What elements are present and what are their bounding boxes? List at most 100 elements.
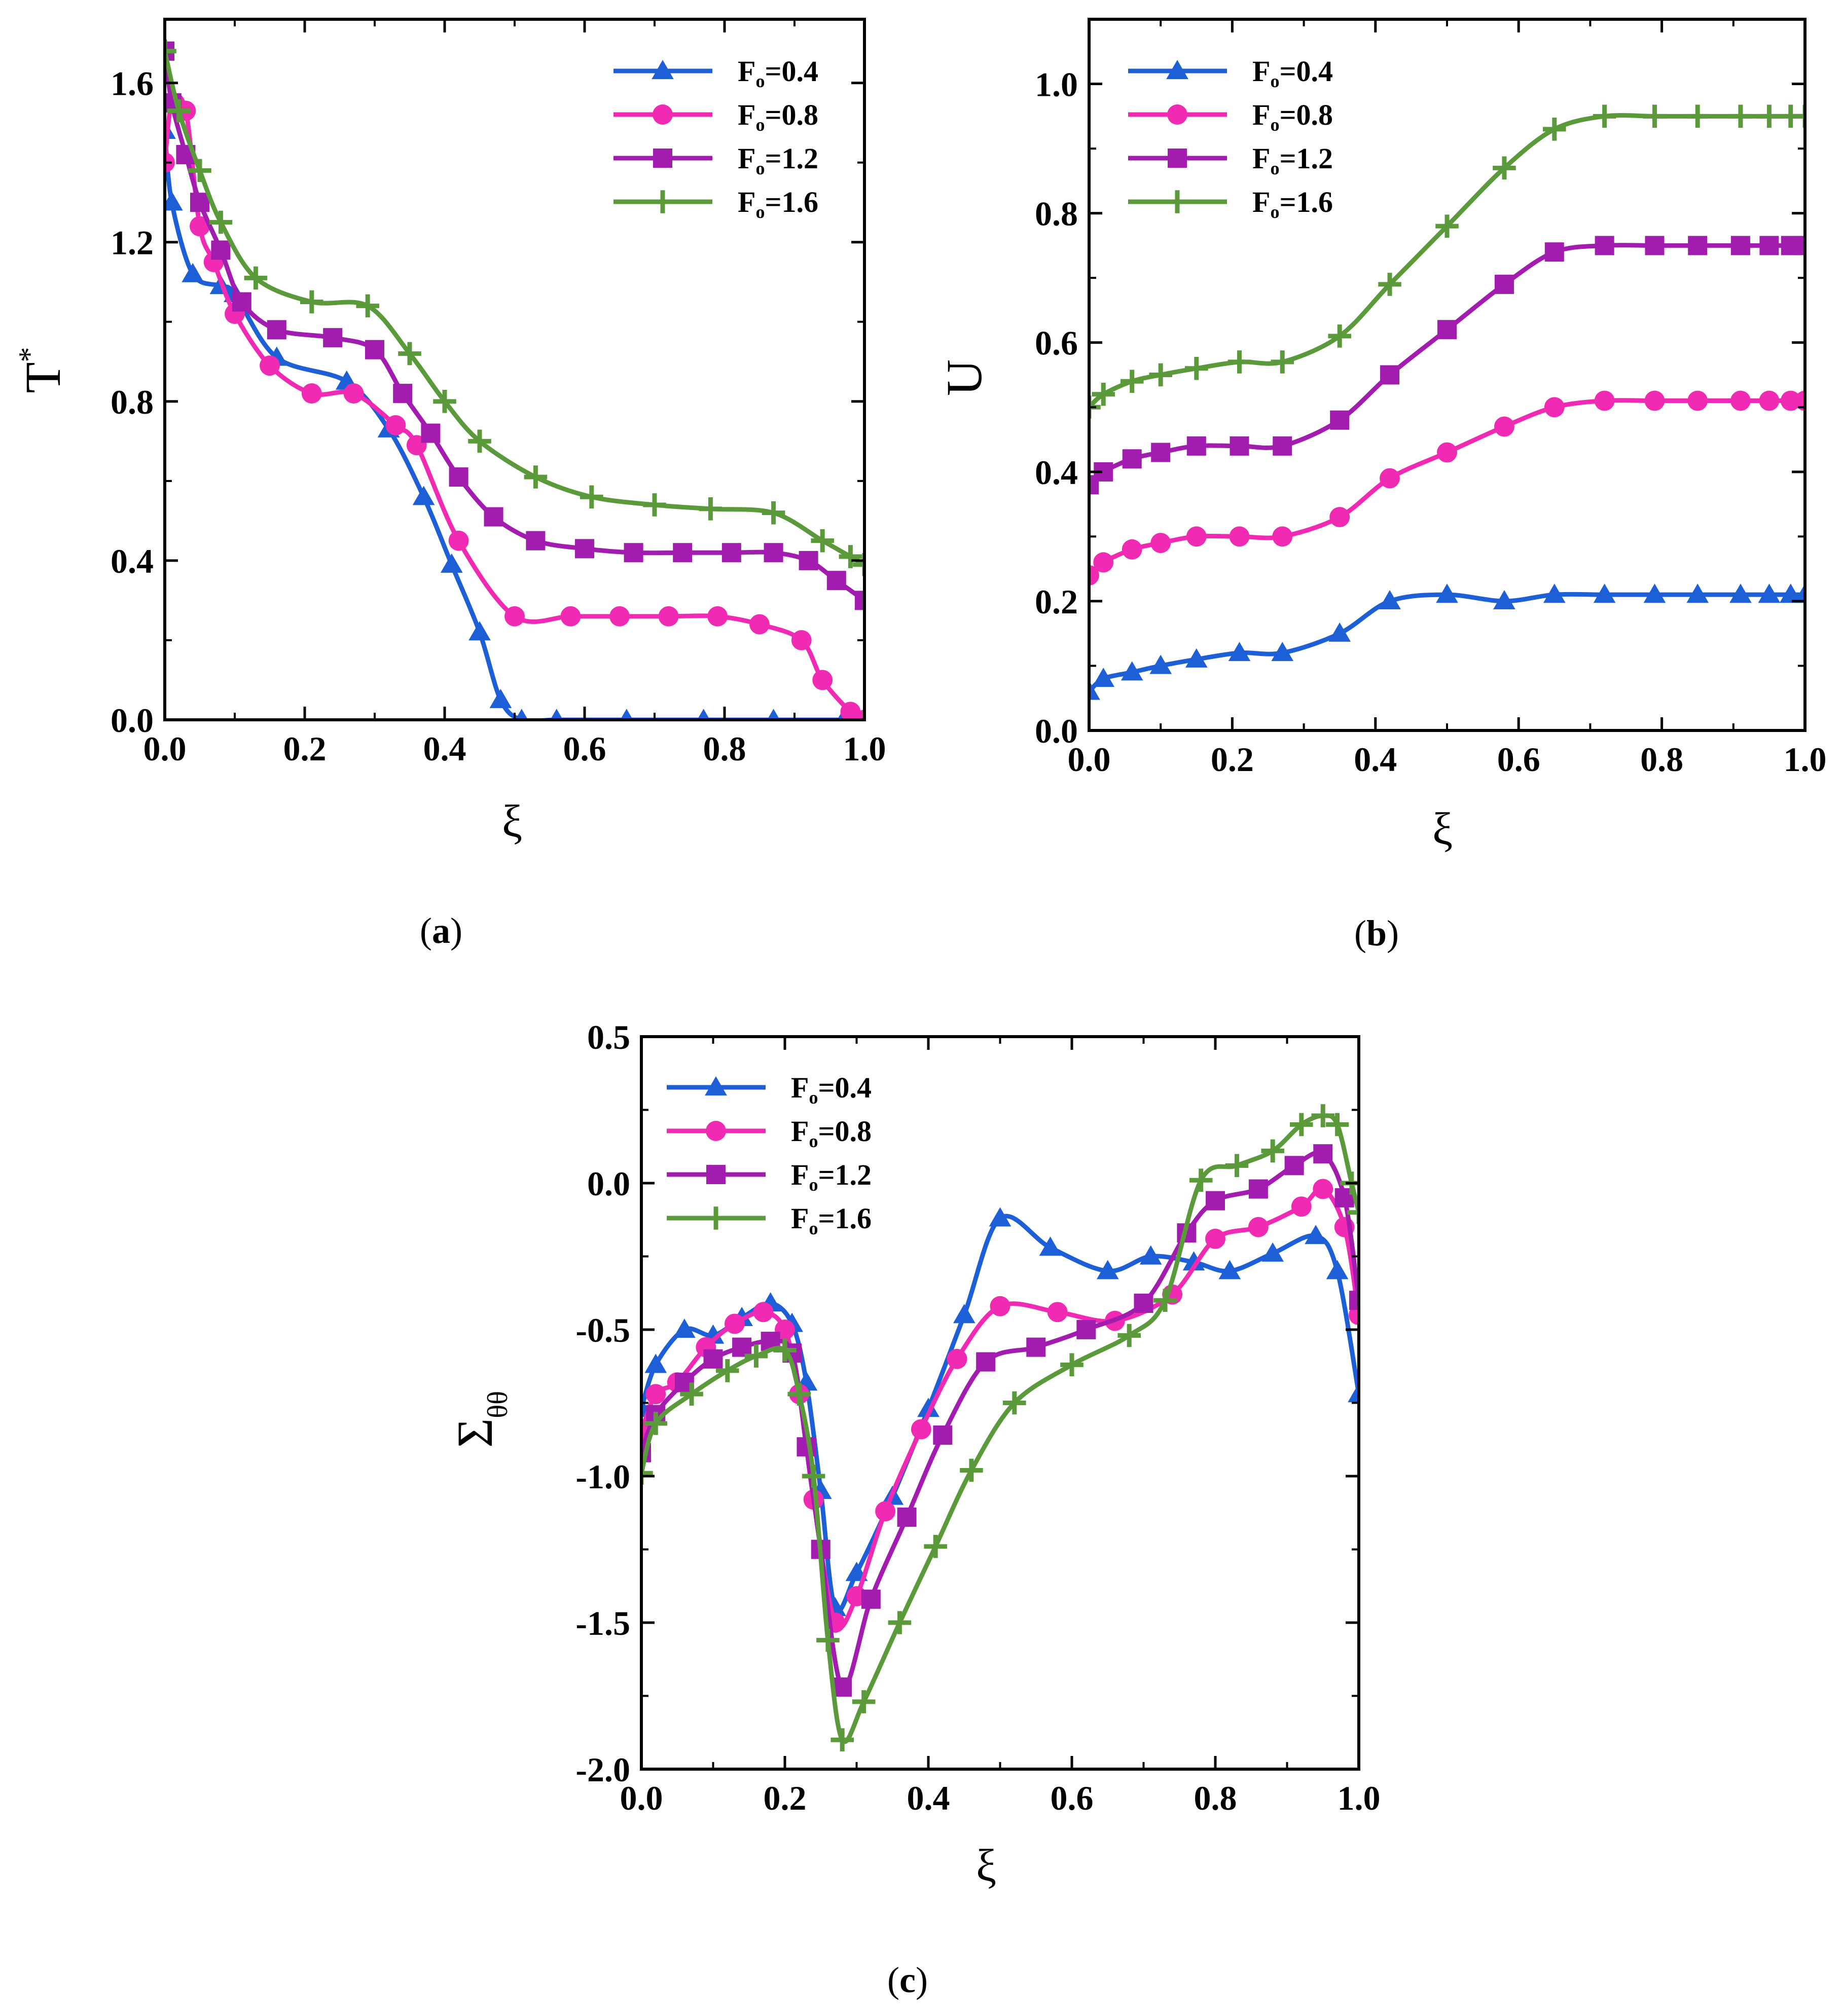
- chart-a-xlabel: ξ: [502, 796, 522, 847]
- chart-c-series-2-point-18: [1206, 1191, 1225, 1211]
- chart-c-series-2-point-3: [703, 1349, 723, 1369]
- chart-b-xtick-label-0: 0.0: [1068, 740, 1111, 779]
- chart-b-series-3-point-13: [1643, 104, 1667, 128]
- chart-c-ylabel-sub: θθ: [482, 1391, 514, 1418]
- chart-a-legend-label-3-f: F: [738, 186, 755, 218]
- chart-c-legend-marker-3: [704, 1206, 728, 1230]
- chart-b-caption: (b): [1354, 913, 1399, 954]
- chart-b-legend-marker-3: [1166, 190, 1189, 213]
- chart-c-series-3-point-23: [1325, 1113, 1349, 1137]
- chart-b-ytick-label-1: 0.2: [1035, 582, 1078, 621]
- chart-a-series-1-point-9: [385, 415, 406, 435]
- chart-c-series-3-point-19: [1225, 1154, 1249, 1178]
- chart-a-series-3-point-0: [165, 40, 176, 63]
- chart-c-xtick-label-3: 0.6: [1051, 1779, 1094, 1817]
- chart-c-series-0-point-17: [1139, 1245, 1162, 1265]
- chart-c-xtick-label-2: 0.4: [907, 1779, 950, 1817]
- chart-a-series-1-point-19: [812, 670, 833, 690]
- chart-a-xtick-label-0: 0.0: [143, 729, 187, 768]
- chart-c-series-3-point-4: [744, 1344, 768, 1368]
- chart-c-legend-label-0-value: =0.4: [818, 1071, 872, 1104]
- chart-b-legend-label-1-value: =0.8: [1279, 98, 1333, 131]
- chart-b-series-1-point-4: [1186, 526, 1207, 547]
- chart-a-series-2-point-8: [365, 340, 384, 359]
- chart-b-series-0-point-12: [1593, 583, 1616, 603]
- chart-b-series-0-point-7: [1328, 622, 1351, 642]
- chart-c-legend-label-1-f: F: [791, 1115, 809, 1148]
- chart-a-series-0-point-12: [515, 709, 528, 720]
- chart-c-series-2-point-16: [1134, 1293, 1153, 1313]
- chart-c-series-3-point-16: [1117, 1324, 1141, 1347]
- chart-a-series-1-point-11: [448, 530, 469, 551]
- chart-b-series-0-point-3: [1149, 654, 1172, 674]
- chart-a-legend-label-1-f: F: [738, 98, 755, 131]
- chart-a-series-3-point-3: [209, 210, 233, 234]
- chart-c-series-3-point-8: [816, 1628, 840, 1652]
- chart-a: 0.0 0.2 0.4 0.6 0.8 1.00.00.40.81.21.6ξT*Fo=0…: [13, 18, 886, 951]
- chart-a-series-2-point-19: [799, 551, 818, 570]
- chart-c-ytick-label-5: 0.5: [587, 1018, 630, 1056]
- chart-c-series-1-point-14: [990, 1296, 1010, 1316]
- chart-c-series-1-point-11: [875, 1501, 896, 1522]
- chart-b-legend-label-2-sub: o: [1270, 158, 1279, 178]
- chart-a-series-2-point-6: [267, 320, 286, 340]
- chart-c-series-3-point-5: [773, 1338, 797, 1362]
- chart-a-legend-marker-2: [653, 149, 672, 168]
- chart-b-legend-label-1-f: F: [1252, 98, 1270, 131]
- chart-b-legend-label-2-f: F: [1252, 142, 1270, 175]
- chart-b-series-2-point-4: [1186, 436, 1206, 456]
- chart-c-legend-label-1: Fo=0.8: [791, 1115, 872, 1151]
- chart-c-series-2-point-15: [1076, 1320, 1096, 1339]
- chart-a-legend-label-0-f: F: [738, 55, 755, 88]
- chart-a-series-0-point-1: [165, 191, 183, 211]
- chart-b-xtick-label-3: 0.6: [1497, 740, 1540, 779]
- chart-b-series-0-point-15: [1729, 583, 1752, 603]
- chart-b-series-2-point-18: [1795, 236, 1805, 255]
- chart-c-legend-marker-0: [705, 1076, 727, 1096]
- chart-a-legend-label-2-sub: o: [755, 158, 765, 178]
- chart-c-legend-label-2-f: F: [791, 1158, 809, 1191]
- chart-c-legend-marker-2: [706, 1165, 726, 1184]
- chart-c-series-2-point-13: [976, 1352, 996, 1372]
- chart-b-series-0-point-8: [1379, 590, 1401, 610]
- chart-a-series-2-point-17: [721, 543, 741, 563]
- chart-c-legend-label-2-value: =1.2: [818, 1158, 872, 1191]
- chart-b-series-3-point-3: [1149, 363, 1172, 387]
- chart-c-series-2-point-19: [1248, 1179, 1268, 1199]
- chart-a-xtick-label-5: 1.0: [843, 729, 886, 768]
- chart-c-series-0-point-22: [1326, 1260, 1349, 1279]
- chart-b-series-2-point-16: [1759, 236, 1779, 255]
- chart-c-series-0-point-15: [1039, 1236, 1062, 1256]
- chart-a-series-3-point-7: [398, 342, 421, 365]
- chart-b-series-1-point-15: [1730, 390, 1751, 411]
- chart-c-series-3-point-7: [802, 1464, 825, 1488]
- chart-a-series-0-point-2: [182, 263, 204, 282]
- chart-a-series-0-point-14: [620, 709, 633, 720]
- chart-c-series-1-point-1: [645, 1384, 666, 1405]
- chart-a-series-3-point-5: [300, 290, 323, 314]
- chart-a-series-0-point-15: [697, 709, 710, 720]
- chart-c: 0.0 0.2 0.4 0.6 0.8 1.0 -2.0 -1.5 -1.0 -0.5 0.0 0.5…: [447, 1018, 1381, 2000]
- chart-c-xtick-label-0: 0.0: [620, 1779, 663, 1817]
- chart-b-ytick-label-5: 1.0: [1035, 65, 1078, 104]
- chart-a-plot-area: [165, 40, 864, 720]
- chart-a-series-1-point-18: [791, 630, 812, 650]
- chart-b-legend-marker-2: [1168, 149, 1187, 168]
- chart-b-series-0-point-2: [1121, 661, 1143, 681]
- chart-b-series-3-point-7: [1328, 324, 1351, 348]
- chart-c-series-3-point-12: [924, 1534, 947, 1558]
- chart-a-series-2-point-18: [764, 543, 783, 563]
- chart-b-series-1-point-18: [1795, 390, 1805, 411]
- chart-b-series-3-point-8: [1378, 273, 1401, 296]
- chart-c-series-3-point-22: [1311, 1104, 1335, 1127]
- chart-b-ytick-label-2: 0.4: [1035, 453, 1078, 492]
- chart-b-series-0-point-0: [1089, 680, 1100, 700]
- chart-c-legend-label-2-sub: o: [809, 1175, 818, 1195]
- chart-b-xtick-label-2: 0.4: [1354, 740, 1397, 779]
- chart-b-series-2-point-2: [1122, 449, 1142, 469]
- chart-a-legend-label-3-sub: o: [755, 202, 765, 222]
- chart-c-series-1-point-21: [1313, 1179, 1333, 1199]
- chart-c-series-0-point-14: [989, 1207, 1012, 1227]
- chart-c-series-0-point-16: [1096, 1260, 1119, 1279]
- chart-a-series-2-point-5: [232, 292, 251, 312]
